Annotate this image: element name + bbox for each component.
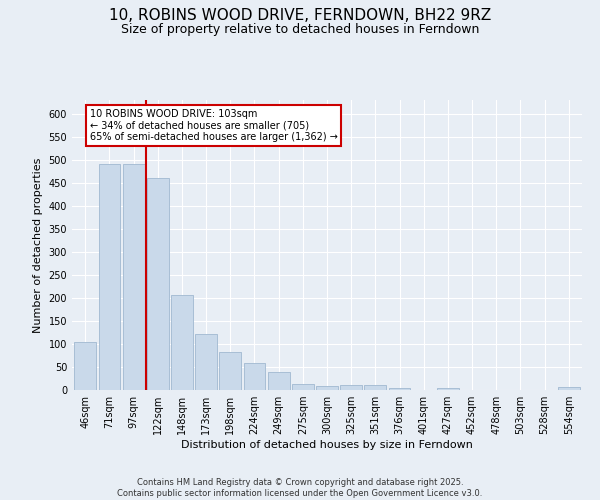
Bar <box>558 387 580 390</box>
Text: Size of property relative to detached houses in Ferndown: Size of property relative to detached ho… <box>121 22 479 36</box>
Bar <box>98 164 121 390</box>
Bar <box>123 164 145 390</box>
Bar <box>74 342 96 390</box>
Bar <box>220 352 241 390</box>
Bar <box>437 388 459 390</box>
Bar <box>340 385 362 390</box>
Bar <box>268 372 290 390</box>
Bar <box>389 388 410 390</box>
Bar <box>292 384 314 390</box>
Text: 10 ROBINS WOOD DRIVE: 103sqm
← 34% of detached houses are smaller (705)
65% of s: 10 ROBINS WOOD DRIVE: 103sqm ← 34% of de… <box>89 109 338 142</box>
Bar <box>195 334 217 390</box>
Bar <box>364 386 386 390</box>
Text: 10, ROBINS WOOD DRIVE, FERNDOWN, BH22 9RZ: 10, ROBINS WOOD DRIVE, FERNDOWN, BH22 9R… <box>109 8 491 22</box>
Bar <box>171 294 193 390</box>
Bar <box>316 386 338 390</box>
X-axis label: Distribution of detached houses by size in Ferndown: Distribution of detached houses by size … <box>181 440 473 450</box>
Y-axis label: Number of detached properties: Number of detached properties <box>33 158 43 332</box>
Bar <box>244 364 265 390</box>
Bar <box>147 178 169 390</box>
Text: Contains HM Land Registry data © Crown copyright and database right 2025.
Contai: Contains HM Land Registry data © Crown c… <box>118 478 482 498</box>
